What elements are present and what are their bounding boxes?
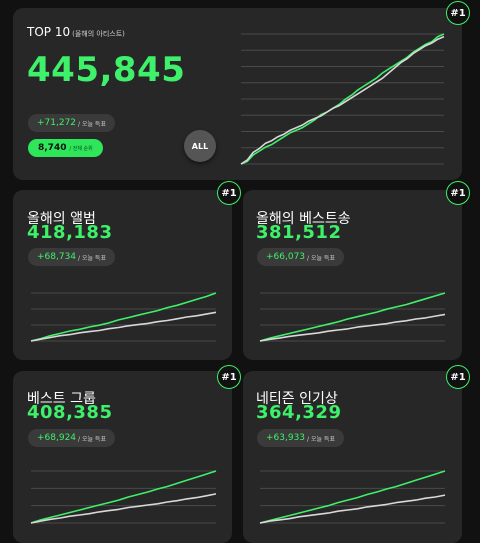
best-song-card[interactable]: 올해의 베스트송 381,512 +66,073/ 오늘 득표 bbox=[243, 190, 462, 360]
best-song-chart-series-secondary-line bbox=[259, 313, 446, 342]
best-song-rank-badge: #1 bbox=[446, 181, 470, 205]
hero-rank-pill: 8,740/ 전체 순위 bbox=[28, 139, 103, 157]
netizen-today-votes-pill: +63,933/ 오늘 득표 bbox=[257, 429, 344, 447]
netizen-vote-count: 364,329 bbox=[256, 402, 342, 423]
netizen-chart-series-primary-line bbox=[259, 470, 446, 524]
hero-chart-series-primary-line bbox=[240, 33, 445, 165]
hero-vote-count: 445,845 bbox=[27, 50, 186, 90]
best-song-today-delta: +66,073 bbox=[266, 252, 306, 262]
best-group-vote-count: 408,385 bbox=[27, 402, 113, 423]
album-card-title: 올해의 앨범 bbox=[27, 211, 96, 227]
hero-line-chart bbox=[240, 33, 445, 165]
best-group-card-title: 베스트 그룹 bbox=[27, 391, 96, 407]
netizen-rank-badge: #1 bbox=[446, 365, 470, 389]
best-group-today-delta-label: / 오늘 득표 bbox=[78, 435, 106, 443]
best-group-rank-badge: #1 bbox=[217, 365, 241, 389]
best-group-chart-series-primary-line bbox=[30, 470, 217, 524]
best-group-today-votes-pill: +68,924/ 오늘 득표 bbox=[28, 429, 115, 447]
hero-today-delta: +71,272 bbox=[37, 118, 77, 128]
hero-today-delta-label: / 오늘 득표 bbox=[78, 120, 106, 128]
hero-card[interactable]: TOP 10 (올해의 아티스트) 445,845 +71,272/ 오늘 득표 … bbox=[13, 8, 462, 180]
all-button[interactable]: ALL bbox=[184, 130, 216, 162]
best-group-line-chart bbox=[30, 470, 217, 524]
album-today-delta: +68,734 bbox=[37, 252, 77, 262]
netizen-today-delta-label: / 오늘 득표 bbox=[307, 435, 335, 443]
best-group-today-delta: +68,924 bbox=[37, 433, 77, 443]
hero-title: TOP 10 (올해의 아티스트) bbox=[27, 25, 125, 39]
best-song-line-chart bbox=[259, 292, 446, 342]
album-chart-series-primary-line bbox=[30, 292, 217, 342]
netizen-line-chart bbox=[259, 470, 446, 524]
best-song-today-votes-pill: +66,073/ 오늘 득표 bbox=[257, 248, 344, 266]
netizen-card-title: 네티즌 인기상 bbox=[256, 391, 338, 407]
hero-title-text: TOP 10 bbox=[27, 25, 71, 39]
netizen-card[interactable]: 네티즌 인기상 364,329 +63,933/ 오늘 득표 bbox=[243, 371, 462, 543]
album-today-delta-label: / 오늘 득표 bbox=[78, 254, 106, 262]
hero-rank-badge: #1 bbox=[446, 1, 470, 25]
netizen-today-delta: +63,933 bbox=[266, 433, 306, 443]
best-song-card-title: 올해의 베스트송 bbox=[256, 211, 351, 227]
best-song-vote-count: 381,512 bbox=[256, 222, 342, 243]
album-vote-count: 418,183 bbox=[27, 222, 113, 243]
hero-chart-series-secondary-line bbox=[240, 35, 445, 165]
album-card[interactable]: 올해의 앨범 418,183 +68,734/ 오늘 득표 bbox=[13, 190, 232, 360]
hero-rank-label: / 전체 순위 bbox=[69, 145, 93, 152]
hero-today-votes-pill: +71,272/ 오늘 득표 bbox=[28, 114, 115, 132]
best-group-card[interactable]: 베스트 그룹 408,385 +68,924/ 오늘 득표 bbox=[13, 371, 232, 543]
album-line-chart bbox=[30, 292, 217, 342]
album-today-votes-pill: +68,734/ 오늘 득표 bbox=[28, 248, 115, 266]
album-rank-badge: #1 bbox=[217, 181, 241, 205]
best-song-chart-series-primary-line bbox=[259, 292, 446, 342]
hero-subtitle: (올해의 아티스트) bbox=[72, 30, 125, 38]
best-song-today-delta-label: / 오늘 득표 bbox=[307, 254, 335, 262]
best-group-chart-series-secondary-line bbox=[30, 493, 217, 524]
hero-rank-value: 8,740 bbox=[38, 143, 67, 153]
album-chart-series-secondary-line bbox=[30, 311, 217, 342]
netizen-chart-series-secondary-line bbox=[259, 494, 446, 524]
